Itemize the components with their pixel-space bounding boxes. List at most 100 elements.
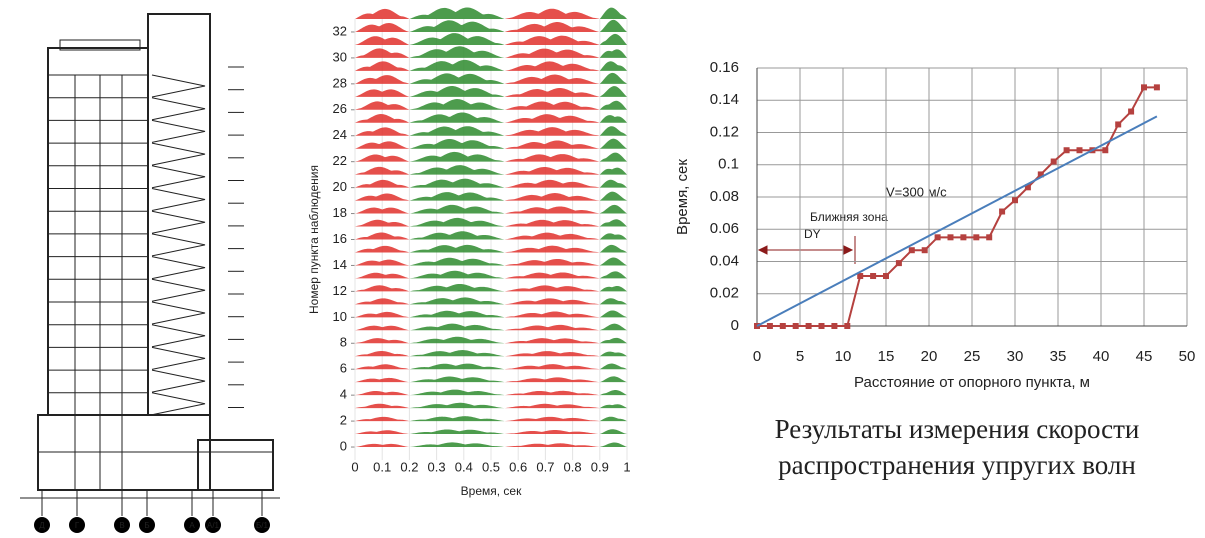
stair xyxy=(151,392,206,416)
y-tick-label: 0.16 xyxy=(710,59,739,76)
x-tick-label: 0.8 xyxy=(564,459,582,474)
trace-lobe xyxy=(599,86,627,97)
x-tick-label: 1 xyxy=(623,459,630,474)
trace-lobe xyxy=(599,204,627,214)
trace-lobe xyxy=(409,178,505,188)
x-tick-label: 0.7 xyxy=(536,459,554,474)
trace-lobe xyxy=(409,204,505,214)
axis-circle xyxy=(205,517,221,533)
trace-lobe xyxy=(599,33,627,45)
trace-lobe xyxy=(355,89,410,97)
stair xyxy=(151,188,206,211)
y-tick-label: 28 xyxy=(333,75,347,90)
trace-lobe xyxy=(599,152,627,162)
marker xyxy=(986,234,993,241)
axis-label: В xyxy=(119,521,124,530)
y-tick-label: 22 xyxy=(333,153,347,168)
trace-lobe xyxy=(599,61,627,71)
x-tick-label: 15 xyxy=(878,348,895,365)
y-tick-label: 30 xyxy=(333,49,347,64)
stair xyxy=(151,324,206,348)
trace-lobe xyxy=(355,207,410,214)
trace-lobe xyxy=(504,74,600,84)
stair xyxy=(151,369,206,393)
trace-lobe xyxy=(599,126,627,136)
trace-lobe xyxy=(355,48,410,58)
trace-lobe xyxy=(504,364,600,370)
axis-circle xyxy=(114,517,130,533)
y-tick-label: 0.1 xyxy=(718,156,739,173)
x-tick-label: 45 xyxy=(1136,348,1153,365)
trace-lobe xyxy=(504,154,600,162)
trace-lobe xyxy=(409,73,505,84)
trace-lobe xyxy=(599,310,627,318)
trace-lobe xyxy=(409,99,505,110)
y-tick-label: 2 xyxy=(340,413,347,428)
stair xyxy=(151,301,206,325)
trace-lobe xyxy=(504,166,600,175)
y-axis-label: Время, сек xyxy=(674,159,691,235)
trace-lobe xyxy=(599,416,627,422)
trace-lobe xyxy=(355,377,410,383)
annotation: Ближняя зона xyxy=(810,210,888,224)
arrow-head xyxy=(843,245,854,255)
arrow-head xyxy=(757,245,768,255)
marker xyxy=(818,323,825,329)
x-tick-label: 40 xyxy=(1093,348,1110,365)
trace-lobe xyxy=(409,402,505,409)
marker xyxy=(805,323,812,329)
marker xyxy=(1050,158,1057,165)
marker xyxy=(973,234,980,241)
trace-lobe xyxy=(409,350,505,357)
trace-lobe xyxy=(355,114,410,123)
trace-lobe xyxy=(409,442,505,448)
trace-lobe xyxy=(504,22,600,32)
y-tick-label: 14 xyxy=(333,257,347,272)
trace-lobe xyxy=(504,403,600,409)
trace-lobe xyxy=(409,389,505,396)
y-tick-label: 18 xyxy=(333,205,347,220)
stair xyxy=(151,97,206,121)
y-tick-label: 0.06 xyxy=(710,220,739,237)
trace-lobe xyxy=(504,101,600,110)
trace-lobe xyxy=(504,140,600,149)
trace-lobe xyxy=(409,20,505,32)
trace-lobe xyxy=(409,46,505,58)
marker xyxy=(1153,84,1160,91)
trace-lobe xyxy=(409,151,505,162)
stair xyxy=(151,165,206,189)
y-tick-label: 0.12 xyxy=(710,123,739,140)
axis-label: Г xyxy=(75,521,80,530)
trace-lobe xyxy=(355,430,410,435)
building-section xyxy=(20,13,280,533)
stair xyxy=(151,74,206,98)
stair xyxy=(151,119,206,143)
trace-lobe xyxy=(409,336,505,344)
trace-lobe xyxy=(504,443,600,448)
trace-lobe xyxy=(409,363,505,370)
trace-lobe xyxy=(504,245,600,253)
annotation: V=300 м/с xyxy=(886,184,947,199)
marker xyxy=(1037,171,1044,178)
trace-lobe xyxy=(355,325,410,331)
x-tick-label: 0.6 xyxy=(509,459,527,474)
trace-lobe xyxy=(599,167,627,175)
stair xyxy=(151,278,206,302)
trace-lobe xyxy=(599,376,627,383)
series-line xyxy=(757,86,1157,327)
trace-lobe xyxy=(504,219,600,227)
x-tick-label: 0 xyxy=(753,348,761,365)
trace-lobe xyxy=(355,61,410,71)
trace-lobe xyxy=(409,59,505,71)
trace-lobe xyxy=(409,217,505,227)
marker xyxy=(766,323,773,329)
trace-lobe xyxy=(504,258,600,266)
annex xyxy=(197,439,274,491)
x-tick-label: 50 xyxy=(1179,348,1196,365)
trace-lobe xyxy=(409,112,505,123)
trace-lobe xyxy=(355,338,410,344)
trace-lobe xyxy=(409,257,505,266)
tower-left xyxy=(47,47,149,416)
trace-lobe xyxy=(504,61,600,71)
